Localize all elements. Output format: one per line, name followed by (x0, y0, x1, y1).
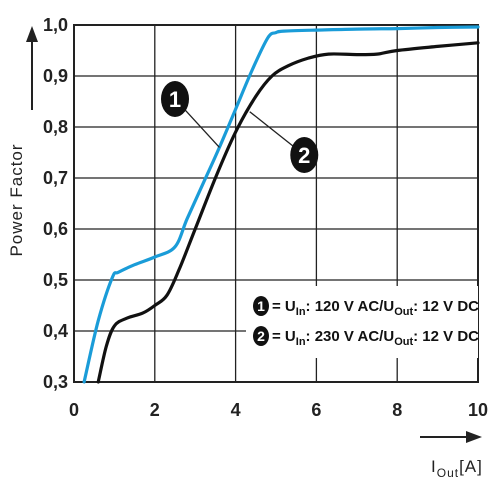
series-line-2 (96, 41, 480, 384)
legend-badge-number: 2 (257, 328, 265, 344)
marker-badge-2 (290, 137, 319, 174)
legend-badge-number: 1 (257, 298, 265, 314)
legend-item-text: = UIn: 120 V AC/UOut: 12 V DC (272, 298, 479, 318)
legend-text-part: : 12 V DC (413, 328, 479, 345)
legend-badge (253, 326, 269, 346)
curve-markers: 12 (161, 80, 319, 174)
legend-text-part: = U (272, 328, 296, 345)
x-axis-label-sub: Out (437, 466, 459, 480)
x-tick-label: 8 (392, 400, 402, 420)
legend-text-part: : 120 V AC/U (306, 298, 395, 315)
y-tick-label: 0,3 (43, 372, 68, 392)
x-axis-label-main: I (431, 457, 437, 476)
legend-subscript: Out (394, 306, 413, 318)
x-axis-arrow-head (466, 431, 482, 443)
marker-badge-1 (161, 80, 189, 117)
y-axis-arrow-head (26, 26, 38, 42)
legend: 1 = UIn: 120 V AC/UOut: 12 V DC2 = UIn: 23… (246, 286, 479, 358)
x-tick-label: 10 (468, 400, 488, 420)
tick-labels: 0 2 4 6 8 10 0,3 0,4 0,5 0,6 0,7 0,8 0,9 1,0 (43, 15, 488, 420)
legend-item-text: = UIn: 230 V AC/UOut: 12 V DC (272, 328, 479, 348)
plot-frame (73, 24, 479, 383)
legend-subscript: In (296, 336, 306, 348)
y-tick-label: 0,7 (43, 168, 68, 188)
x-axis-label-unit: [A] (459, 457, 483, 476)
legend-badge (253, 296, 269, 316)
y-tick-label: 1,0 (43, 15, 68, 35)
x-tick-label: 2 (150, 400, 160, 420)
y-axis-label: Power Factor (7, 143, 26, 256)
legend-box (246, 286, 478, 358)
y-tick-label: 0,5 (43, 270, 68, 290)
legend-text-part: : 230 V AC/U (306, 328, 395, 345)
y-tick-label: 0,6 (43, 219, 68, 239)
x-tick-label: 4 (231, 400, 241, 420)
y-tick-label: 0,9 (43, 66, 68, 86)
marker-number-2: 2 (298, 143, 310, 168)
x-tick-label: 6 (311, 400, 321, 420)
legend-text-part: : 12 V DC (413, 298, 479, 315)
y-tick-label: 0,8 (43, 117, 68, 137)
axes (73, 24, 479, 383)
series-layer (82, 25, 480, 384)
x-axis-label: IOut[A] (431, 457, 483, 480)
y-tick-label: 0,4 (43, 321, 68, 341)
series-line-1 (82, 25, 480, 384)
legend-subscript: Out (394, 336, 413, 348)
marker-number-1: 1 (169, 87, 181, 112)
x-tick-label: 0 (69, 400, 79, 420)
legend-subscript: In (296, 306, 306, 318)
legend-text-part: = U (272, 298, 296, 315)
